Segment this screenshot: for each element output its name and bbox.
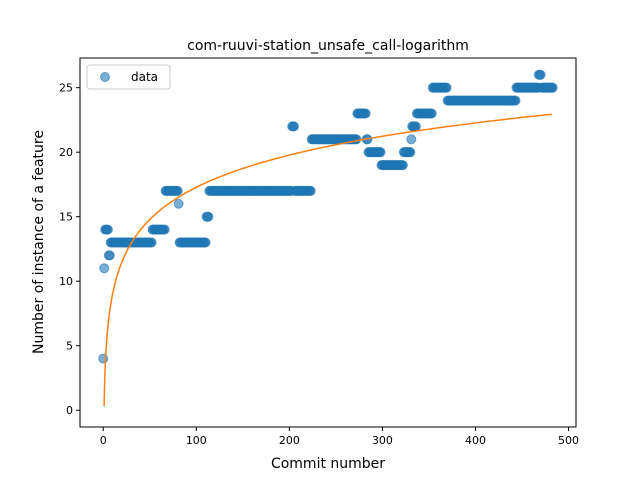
fit-curve [103, 113, 552, 407]
data-point [547, 82, 558, 93]
legend-marker-data [100, 72, 110, 82]
data-point [535, 69, 546, 80]
data-point [426, 108, 437, 119]
plot-area [80, 58, 576, 427]
y-axis-label: Number of instance of a feature [31, 130, 47, 354]
y-tick-label: 0 [66, 404, 73, 417]
y-tick-label: 15 [59, 211, 73, 224]
data-point [200, 237, 211, 248]
data-point [289, 121, 300, 132]
data-point [173, 198, 184, 209]
data-point [172, 185, 183, 196]
x-tick-label: 100 [186, 434, 207, 447]
data-point [203, 211, 214, 222]
x-tick-label: 0 [100, 434, 107, 447]
y-tick-label: 25 [59, 82, 73, 95]
x-tick-label: 400 [465, 434, 486, 447]
data-point [351, 134, 362, 145]
data-point [99, 263, 110, 274]
data-point [360, 108, 371, 119]
data-point [104, 250, 115, 261]
data-point [410, 121, 421, 132]
x-tick-label: 500 [558, 434, 579, 447]
data-point [406, 134, 417, 145]
data-point [159, 224, 170, 235]
data-point [397, 160, 408, 171]
y-tick-label: 10 [59, 275, 73, 288]
data-point [146, 237, 157, 248]
data-point [441, 82, 452, 93]
data-point [305, 185, 316, 196]
legend: data [86, 64, 171, 90]
x-tick-label: 200 [279, 434, 300, 447]
data-point [102, 224, 113, 235]
data-point [375, 147, 386, 158]
x-axis-label: Commit number [271, 456, 385, 472]
chart-title: com-ruuvi-station_unsafe_call-logarithm [187, 38, 469, 54]
legend-label-data: data [131, 70, 158, 84]
y-tick-label: 5 [66, 340, 73, 353]
data-point [405, 147, 416, 158]
x-tick-label: 300 [372, 434, 393, 447]
y-tick-label: 20 [59, 146, 73, 159]
legend-box [86, 64, 171, 90]
data-point [510, 95, 521, 106]
plot-frame [79, 57, 577, 428]
